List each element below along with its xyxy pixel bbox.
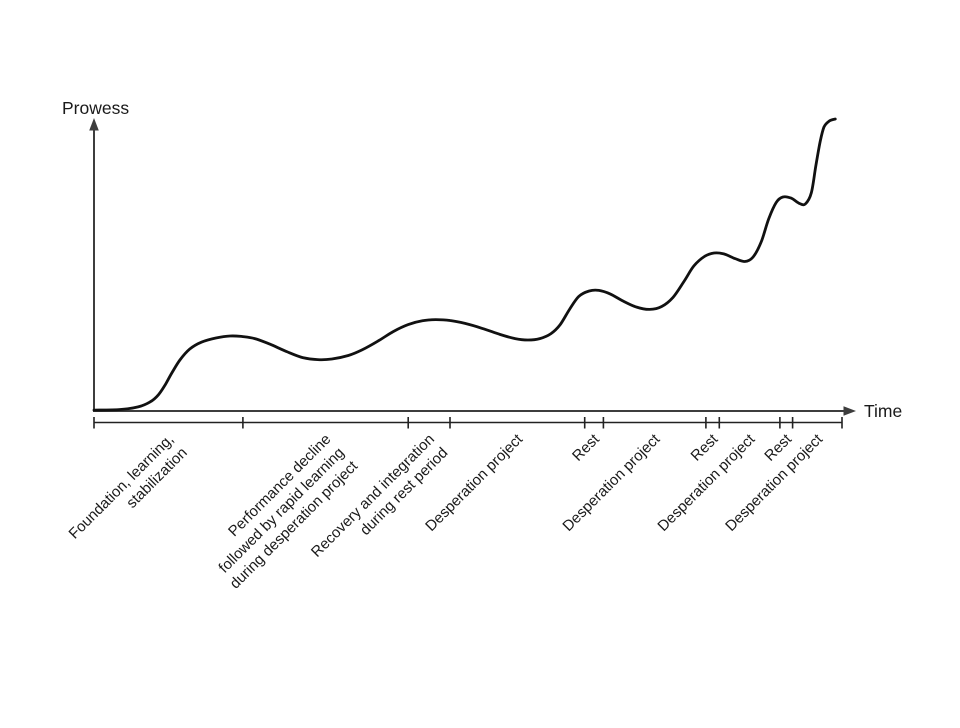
phase-label: Performance declinefollowed by rapid lea…	[200, 430, 362, 592]
phase-label: Rest	[569, 430, 603, 464]
phase-labels: Foundation, learning,stabilization Perfor…	[66, 430, 827, 592]
y-axis-title: Prowess	[62, 98, 129, 118]
phase-label: Foundation, learning,stabilization	[66, 431, 191, 556]
y-axis-arrowhead	[89, 118, 99, 131]
x-axis-title: Time	[864, 401, 902, 421]
phase-ticks	[93, 417, 843, 429]
prowess-curve	[92, 117, 837, 412]
x-axis-arrowhead	[843, 406, 856, 416]
